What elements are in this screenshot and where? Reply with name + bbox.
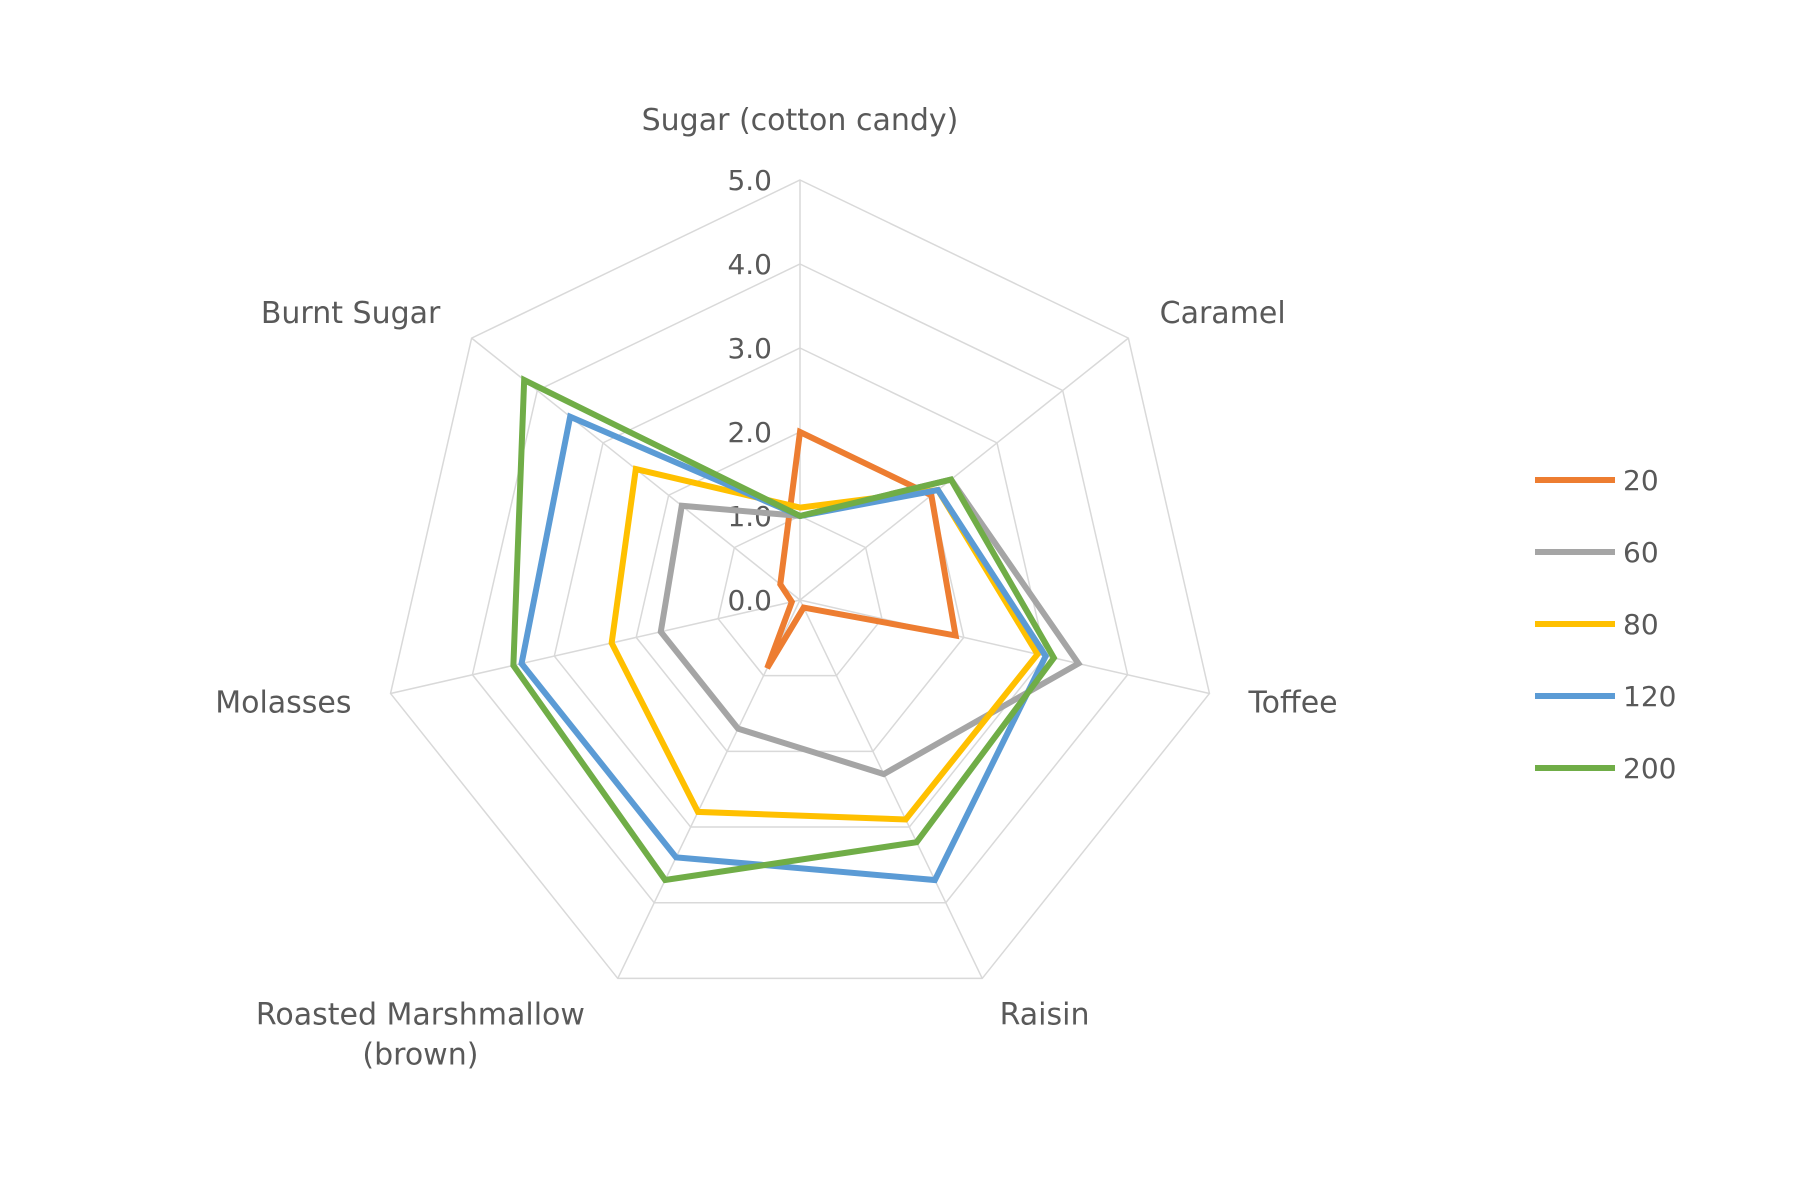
series-lines	[510, 375, 1083, 884]
tick-label-1: 1.0	[727, 500, 772, 533]
legend-label-60: 60	[1623, 536, 1659, 569]
category-label-2: Toffee	[1247, 685, 1337, 720]
category-label-4: Roasted Marshmallow (brown)	[256, 997, 585, 1072]
tick-label-5: 5.0	[727, 164, 772, 197]
legend-label-200: 200	[1623, 752, 1676, 785]
grid-ring-5	[389, 179, 1211, 980]
series-line-200	[510, 375, 1058, 884]
category-label-6: Burnt Sugar	[261, 296, 441, 331]
grid	[389, 179, 1211, 980]
category-label-1: Caramel	[1160, 296, 1286, 331]
category-label-0: Sugar (cotton candy)	[642, 103, 959, 138]
tick-label-2: 2.0	[727, 416, 772, 449]
grid-ring-1	[717, 515, 883, 677]
legend-label-20: 20	[1623, 464, 1659, 497]
grid-ring-4	[471, 263, 1129, 904]
grid-spoke-5	[390, 599, 801, 695]
grid-ring-3	[553, 347, 1047, 828]
series-line-120	[518, 412, 1050, 884]
legend-label-120: 120	[1623, 680, 1676, 713]
grid-spoke-2	[799, 599, 1210, 695]
legend: 20 60 80 120 200	[1535, 464, 1676, 785]
series-line-60	[657, 476, 1083, 778]
category-labels: Sugar (cotton candy) Caramel Toffee Raisin R…	[215, 103, 1337, 1072]
tick-label-4: 4.0	[727, 248, 772, 281]
category-label-5: Molasses	[215, 685, 351, 720]
legend-label-80: 80	[1623, 608, 1659, 641]
tick-label-0: 0.0	[727, 584, 772, 617]
category-label-3: Raisin	[1000, 997, 1090, 1032]
tick-label-3: 3.0	[727, 332, 772, 365]
grid-spoke-3	[799, 599, 983, 979]
tick-labels: 0.0 1.0 2.0 3.0 4.0 5.0	[727, 164, 772, 617]
grid-spoke-1	[799, 337, 1129, 601]
series-line-20	[764, 427, 960, 670]
